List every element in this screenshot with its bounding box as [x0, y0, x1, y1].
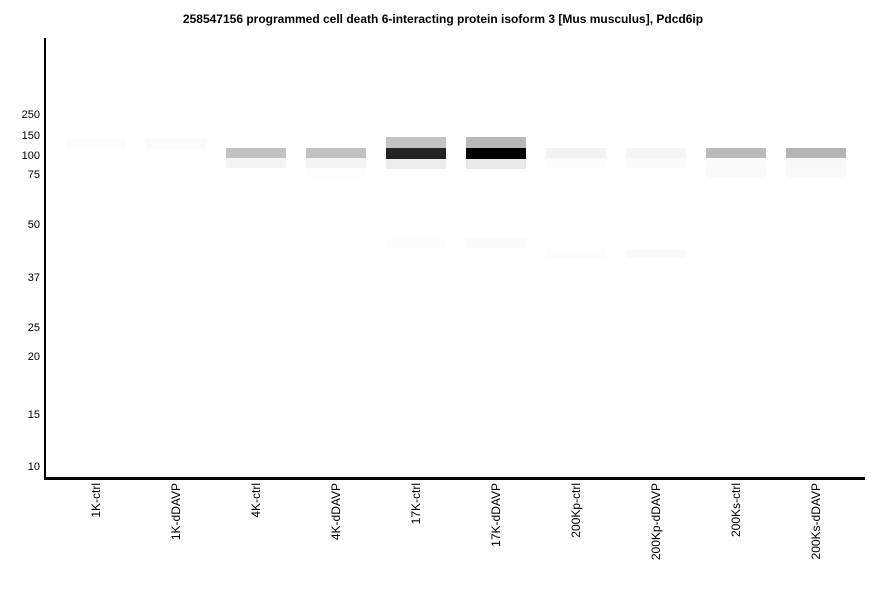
blot-band [626, 158, 686, 168]
blot-band [706, 158, 766, 168]
lane-label: 1K-dDAVP [169, 483, 183, 541]
blot-band [546, 148, 606, 158]
blot-band [466, 239, 526, 248]
blot-band [226, 148, 286, 158]
y-axis-tick-label: 250 [21, 109, 40, 121]
blot-band [546, 249, 606, 258]
y-axis-tick-label: 15 [27, 409, 40, 421]
blot-band [226, 168, 286, 178]
blot-band [306, 168, 366, 178]
blot-band [626, 148, 686, 158]
lane-label: 200Ks-ctrl [729, 483, 743, 538]
y-axis-tick-label: 100 [21, 150, 40, 162]
lane-label: 200Ks-dDAVP [809, 483, 823, 560]
blot-band [66, 138, 126, 149]
blot-band [306, 148, 366, 158]
lane-label: 17K-ctrl [409, 483, 423, 525]
lane-label: 4K-ctrl [249, 483, 263, 518]
blot-band [466, 148, 526, 159]
blot-band [386, 159, 446, 169]
blot-band [786, 148, 846, 158]
chart-title: 258547156 programmed cell death 6-intera… [182, 12, 704, 26]
lane-label: 1K-ctrl [89, 483, 103, 518]
blot-band [546, 158, 606, 168]
lane-label: 17K-dDAVP [489, 483, 503, 547]
blot-band [626, 249, 686, 258]
blot-band [706, 168, 766, 178]
blot-band [786, 158, 846, 168]
y-axis-tick-label: 37 [27, 272, 40, 284]
blot-band [306, 158, 366, 168]
blot-band [386, 148, 446, 159]
blot-band [386, 239, 446, 248]
y-axis-line [44, 38, 46, 480]
blot-band [146, 138, 206, 149]
blot-band [706, 148, 766, 158]
y-axis-tick-label: 25 [27, 322, 40, 334]
y-axis-tick-label: 150 [21, 130, 40, 142]
lane-label: 200Kp-ctrl [569, 483, 583, 538]
y-axis-tick-label: 10 [27, 461, 40, 473]
blot-band [466, 159, 526, 169]
blot-band [386, 137, 446, 148]
y-axis-tick-label: 75 [27, 169, 40, 181]
y-axis-tick-label: 50 [27, 219, 40, 231]
blot-band [466, 137, 526, 148]
lane-label: 200Kp-dDAVP [649, 483, 663, 561]
x-axis-line [44, 477, 865, 480]
lane-label: 4K-dDAVP [329, 483, 343, 541]
blot-band [786, 168, 846, 178]
y-axis-tick-label: 20 [27, 351, 40, 363]
blot-band [226, 158, 286, 168]
